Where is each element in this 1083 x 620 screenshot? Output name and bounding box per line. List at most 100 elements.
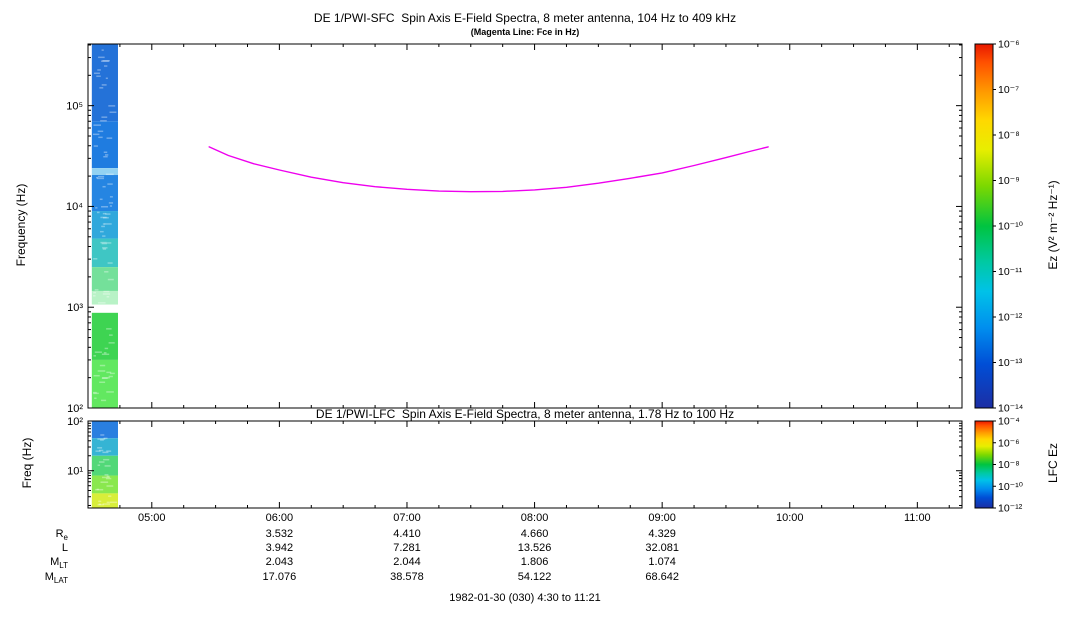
sfc-spectrogram-speckle [97, 177, 105, 180]
lfc-colorbar-tick-label: 10⁻¹⁰ [998, 481, 1023, 493]
sfc-y-tick-label: 10² [67, 403, 83, 415]
lfc-panel-border [87, 420, 963, 509]
ephemeris-value: 2.043 [266, 556, 294, 568]
ephemeris-row-label: MLAT [45, 571, 68, 585]
x-tick-label: 08:00 [521, 512, 549, 524]
lfc-spectrogram-speckle [97, 447, 103, 449]
sfc-spectrogram-speckle [107, 262, 113, 264]
ephemeris-value: 4.410 [393, 528, 421, 540]
lfc-colorbar-label: LFC Ez [1046, 443, 1060, 484]
sfc-spectrogram-speckle [107, 183, 113, 185]
sfc-spectrogram-speckle [97, 69, 101, 71]
sfc-spectrogram-speckle [101, 206, 109, 208]
sfc-spectrogram-band [91, 168, 118, 176]
sfc-spectrogram-speckle [104, 154, 109, 156]
sfc-y-tick-label: 10³ [67, 302, 83, 314]
ephemeris-row-label: Re [56, 528, 69, 542]
sfc-spectrogram-speckle [101, 49, 104, 51]
ephemeris-value: 4.329 [648, 528, 676, 540]
sfc-spectrogram-speckle [107, 278, 114, 281]
sfc-spectrogram-speckle [97, 130, 104, 133]
lfc-spectrogram-band [91, 421, 118, 439]
lfc-spectrogram-speckle [97, 464, 101, 466]
ephemeris-row-label: MLT [50, 556, 68, 570]
sfc-title: DE 1/PWI-SFC Spin Axis E-Field Spectra, … [313, 11, 737, 25]
lfc-y-tick-label: 10² [67, 416, 83, 428]
sfc-spectrogram-speckle [96, 75, 101, 77]
ephemeris-value: 68.642 [645, 571, 679, 583]
sfc-colorbar-tick-label: 10⁻¹² [998, 312, 1023, 324]
ephemeris-row-label-sub: e [64, 533, 69, 542]
sfc-colorbar-tick-label: 10⁻⁹ [998, 175, 1020, 187]
sfc-spectrogram-speckle [102, 217, 109, 219]
sfc-spectrogram-speckle [93, 392, 99, 395]
sfc-spectrogram-band [91, 267, 118, 291]
fce-line [208, 146, 769, 193]
sfc-spectrogram-speckle [106, 296, 110, 298]
lfc-spectrogram-speckle [104, 465, 111, 467]
sfc-y-tick-label: 10⁴ [66, 201, 83, 213]
sfc-spectrogram-speckle [93, 391, 97, 394]
lfc-spectrogram-speckle [100, 481, 109, 483]
ephemeris-value: 2.044 [393, 556, 421, 568]
sfc-spectrogram-speckle [96, 211, 100, 214]
sfc-spectrogram-speckle [100, 241, 107, 244]
sfc-spectrogram-speckle [97, 302, 106, 304]
x-tick-label: 06:00 [266, 512, 294, 524]
sfc-spectrogram-speckle [93, 133, 100, 136]
sfc-colorbar-tick-label: 10⁻¹³ [998, 357, 1023, 369]
lfc-spectrogram-speckle [103, 458, 110, 461]
sfc-spectrogram-band [91, 290, 118, 305]
lfc-spectrogram-band [91, 475, 118, 494]
x-tick-label: 07:00 [393, 512, 421, 524]
sfc-spectrogram-speckle [106, 137, 113, 139]
sfc-spectrogram-speckle [93, 295, 96, 297]
sfc-spectrogram-speckle [99, 87, 104, 89]
sfc-spectrogram-speckle [106, 371, 112, 374]
sfc-spectrogram-speckle [100, 216, 107, 219]
sfc-spectrogram-band [91, 238, 118, 268]
sfc-spectrogram-speckle [108, 202, 114, 204]
ephemeris-row-label-base: L [62, 542, 68, 554]
lfc-spectrogram-speckle [106, 485, 114, 487]
lfc-spectrogram-speckle [104, 474, 109, 476]
sfc-spectrogram-speckle [108, 105, 116, 107]
sfc-spectrogram-speckle [104, 271, 109, 273]
sfc-spectrogram-speckle [109, 111, 117, 113]
lfc-colorbar-tick-label: 10⁻⁶ [998, 437, 1020, 449]
lfc-spectrogram-band [91, 438, 118, 456]
ephemeris-row-label-base: M [45, 571, 54, 583]
sfc-spectrogram-speckle [99, 364, 106, 367]
sfc-colorbar-tick-label: 10⁻⁶ [998, 39, 1020, 51]
lfc-spectrogram-speckle [100, 439, 104, 441]
ephemeris-value: 54.122 [518, 571, 552, 583]
sfc-spectrogram-speckle [99, 198, 103, 201]
x-tick-label: 10:00 [776, 512, 804, 524]
x-tick-label: 05:00 [138, 512, 166, 524]
ephemeris-value: 13.526 [518, 542, 552, 554]
sfc-spectrogram-speckle [102, 59, 110, 62]
x-tick-label: 09:00 [648, 512, 676, 524]
ephemeris-value: 3.942 [266, 542, 294, 554]
sfc-spectrogram-speckle [94, 289, 99, 291]
sfc-spectrogram-speckle [94, 351, 102, 353]
lfc-spectrogram-speckle [99, 449, 104, 452]
lfc-spectrogram-speckle [102, 476, 110, 479]
ephemeris-value: 1.074 [648, 556, 676, 568]
sfc-spectrogram-speckle [93, 355, 97, 357]
sfc-spectrogram-speckle [104, 347, 109, 350]
sfc-y-tick-label: 10⁵ [66, 100, 83, 112]
sfc-spectrogram-speckle [99, 381, 106, 384]
lfc-spectrogram-band [91, 455, 118, 476]
lfc-spectrogram-speckle [103, 437, 108, 440]
lfc-spectrogram-speckle [97, 438, 106, 440]
sfc-spectrogram-speckle [109, 196, 113, 198]
sfc-spectrogram-speckle [102, 212, 107, 215]
sfc-colorbar-tick-label: 10⁻⁷ [998, 84, 1019, 96]
lfc-spectrogram-speckle [95, 488, 104, 491]
sfc-spectrogram-speckle [97, 370, 106, 372]
lfc-y-axis-label: Freq (Hz) [20, 437, 34, 489]
sfc-spectrogram-speckle [102, 247, 108, 249]
